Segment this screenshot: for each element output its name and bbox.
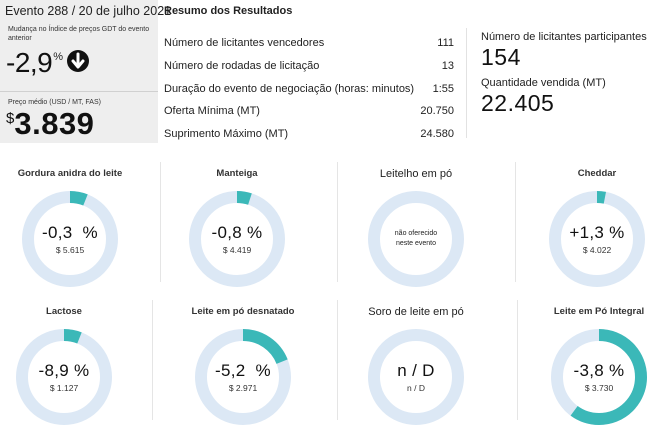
ring-chart	[549, 191, 645, 287]
summary-divider	[0, 91, 158, 92]
product-price: $ 1.127	[49, 383, 79, 393]
product-card-lactose[interactable]: Lactose -8,9 % $ 1.127	[0, 306, 134, 428]
card-divider	[515, 162, 516, 282]
results-heading: Resumo dos Resultados	[164, 5, 293, 17]
product-title: Manteiga	[216, 168, 258, 179]
quantity-sold-value: 22.405	[481, 90, 555, 116]
product-price: $ 5.615	[55, 245, 85, 255]
product-not-offered-note: não oferecido neste evento	[395, 229, 437, 249]
product-card-cheddar[interactable]: Cheddar +1,3 % $ 4.022	[527, 168, 667, 304]
results-value: 111	[437, 37, 454, 50]
event-title: Evento 288 / 20 de julho 2021	[5, 4, 172, 18]
change-caption: Mudança no Índice de preços GDT do event…	[8, 26, 150, 42]
product-change: +1,3 %	[569, 223, 625, 242]
product-change: n / D	[397, 361, 435, 380]
ring-arc	[189, 191, 285, 287]
product-ring: -5,2 % $ 2.971	[193, 327, 293, 427]
product-ring: -0,3 % $ 5.615	[20, 189, 120, 289]
index-change-value: -2,9	[6, 47, 53, 78]
ring-chart	[189, 191, 285, 287]
ring-chart	[368, 191, 464, 287]
ring-track	[368, 329, 464, 425]
ring-arc	[551, 329, 647, 425]
results-label: Número de licitantes vencedores	[164, 37, 325, 50]
results-value: 13	[441, 60, 454, 73]
results-value: 24.580	[420, 128, 454, 141]
product-title: Gordura anidra do leite	[17, 168, 123, 179]
product-title: Leite em Pó Integral	[553, 306, 645, 317]
product-change: -0,8 %	[211, 223, 263, 242]
product-card-buttermilk-powder[interactable]: Leitelho em pó não oferecido neste event…	[346, 168, 486, 304]
ring-track	[368, 191, 464, 287]
results-row: Número de licitantes vencedores 111	[164, 32, 454, 55]
results-label: Número de rodadas de licitação	[164, 60, 320, 73]
ring-arc	[22, 191, 118, 287]
product-card-skim-milk-powder[interactable]: Leite em pó desnatado -5,2 % $ 2.971	[173, 306, 313, 428]
ring-arc	[16, 329, 112, 425]
ring-chart	[551, 329, 647, 425]
card-divider	[337, 162, 338, 282]
product-card-anhydrous-milk-fat[interactable]: Gordura anidra do leite -0,3 % $ 5.615	[0, 168, 140, 304]
ring-arc	[195, 329, 291, 425]
ring-chart	[22, 191, 118, 287]
product-ring: não oferecido neste evento	[366, 189, 466, 289]
results-row: Duração do evento de negociação (horas: …	[164, 77, 454, 100]
product-ring: -3,8 % $ 3.730	[549, 327, 649, 427]
card-divider	[517, 300, 518, 420]
average-price-currency: $	[6, 110, 15, 127]
card-divider	[337, 300, 338, 420]
product-price: $ 3.730	[584, 383, 614, 393]
product-price: n / D	[407, 383, 425, 393]
product-not-offered-line: neste evento	[395, 240, 437, 247]
product-card-whole-milk-powder[interactable]: Leite em Pó Integral -3,8 % $ 3.730	[529, 306, 669, 428]
average-price: $ 3.839	[6, 107, 94, 141]
product-ring: -0,8 % $ 4.419	[187, 189, 287, 289]
results-label: Oferta Mínima (MT)	[164, 105, 260, 118]
product-change: -5,2 %	[215, 361, 271, 380]
product-ring: -8,9 % $ 1.127	[14, 327, 114, 427]
product-title: Leite em pó desnatado	[191, 306, 295, 317]
results-row: Suprimento Máximo (MT) 24.580	[164, 123, 454, 146]
card-divider	[160, 162, 161, 282]
results-divider	[466, 28, 467, 138]
results-row: Oferta Mínima (MT) 20.750	[164, 100, 454, 123]
product-price: $ 4.419	[222, 245, 252, 255]
results-label: Duração do evento de negociação (horas: …	[164, 82, 415, 95]
results-row: Número de rodadas de licitação 13	[164, 55, 454, 78]
product-ring: +1,3 % $ 4.022	[547, 189, 647, 289]
quantity-sold-label: Quantidade vendida (MT)	[481, 77, 606, 89]
product-title: Leitelho em pó	[379, 168, 453, 180]
results-value: 1:55	[432, 82, 454, 95]
product-change: -0,3 %	[42, 223, 98, 242]
ring-arc	[549, 191, 645, 287]
participants-value: 154	[481, 44, 521, 70]
index-change: -2,9 %	[6, 47, 90, 78]
participants-label: Número de licitantes participantes	[481, 31, 647, 43]
results-table: Número de licitantes vencedores 111 Núme…	[164, 32, 454, 145]
ring-chart	[368, 329, 464, 425]
product-price: $ 4.022	[582, 245, 612, 255]
results-label: Suprimento Máximo (MT)	[164, 128, 289, 141]
product-card-whey-powder[interactable]: Soro de leite em pó n / D n / D	[346, 306, 486, 428]
product-price: $ 2.971	[228, 383, 258, 393]
product-not-offered-line: não oferecido	[394, 230, 438, 237]
product-title: Soro de leite em pó	[368, 306, 464, 318]
price-index-summary: Evento 288 / 20 de julho 2021 Mudança no…	[0, 0, 171, 143]
product-title: Cheddar	[577, 168, 617, 179]
ring-chart	[195, 329, 291, 425]
average-price-caption: Preço médio (USD / MT, FAS)	[8, 99, 101, 106]
card-divider	[152, 300, 153, 420]
product-card-butter[interactable]: Manteiga -0,8 % $ 4.419	[167, 168, 307, 304]
arrow-down-icon	[67, 50, 90, 72]
average-price-value: 3.839	[14, 106, 95, 141]
product-title: Lactose	[46, 306, 82, 317]
ring-chart	[16, 329, 112, 425]
product-change: -8,9 %	[38, 361, 90, 380]
product-change: -3,8 %	[573, 361, 625, 380]
results-value: 20.750	[420, 105, 454, 118]
index-change-unit: %	[53, 51, 64, 63]
product-ring: n / D n / D	[366, 327, 466, 427]
